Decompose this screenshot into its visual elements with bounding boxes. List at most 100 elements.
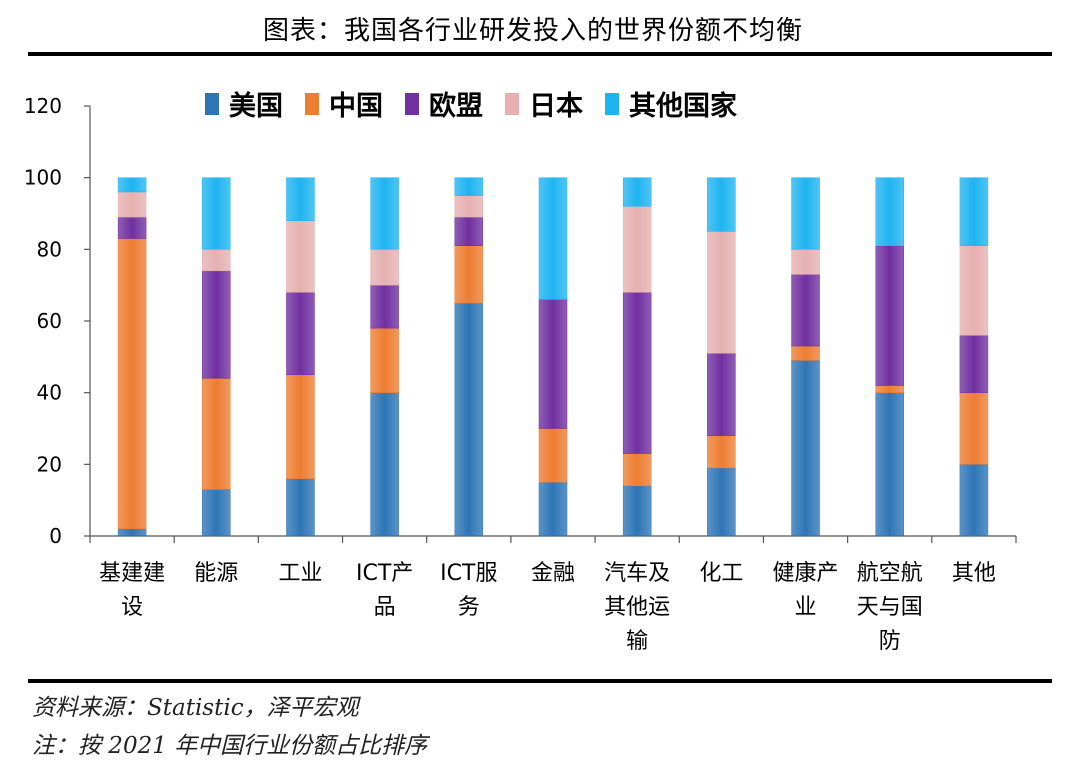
footnote: 注：按 2021 年中国行业份额占比排序	[32, 733, 428, 759]
legend-label-china: 中国	[329, 91, 383, 122]
bar-segment	[202, 249, 231, 272]
bar-segment	[117, 216, 147, 239]
bar-segment	[791, 360, 820, 537]
bar-segment	[538, 299, 568, 429]
legend-swatch-japan	[505, 92, 519, 115]
bar-segment	[454, 177, 484, 196]
x-tick-label: 输	[626, 629, 648, 654]
chart-title: 图表：我国各行业研发投入的世界份额不均衡	[262, 16, 803, 46]
legend: 美国 中国 欧盟 日本 其他国家	[205, 84, 737, 123]
bar-segment	[875, 385, 904, 393]
legend-swatch-others	[605, 92, 619, 115]
legend-swatch-eu	[405, 92, 419, 115]
bar-segment	[202, 270, 231, 379]
y-tick-label: 60	[37, 309, 62, 333]
bar-segment	[370, 249, 399, 286]
bar-segment	[454, 302, 484, 537]
x-tick-label: 业	[795, 595, 817, 620]
x-tick-label: 航空航	[857, 561, 923, 586]
x-tick-label: ICT产	[356, 561, 413, 586]
bar-segment	[875, 392, 904, 537]
x-tick-label: 其他运	[604, 595, 670, 620]
bar-segment	[454, 245, 484, 304]
x-tick-label: 健康产	[773, 561, 839, 586]
bar-segment	[286, 177, 315, 221]
y-tick-label: 40	[37, 381, 62, 405]
bar-segment	[286, 292, 315, 376]
bar-segment	[454, 195, 484, 218]
bar-segment	[286, 374, 315, 479]
y-tick-label: 120	[24, 94, 62, 118]
bar-segment	[791, 249, 820, 275]
bar-segment	[875, 245, 904, 386]
x-tick-label: 设	[121, 595, 143, 620]
legend-item-china: 中国	[305, 84, 383, 123]
bar-segment	[370, 177, 399, 250]
bar-segment	[370, 392, 399, 537]
bar-segment	[370, 284, 399, 329]
bar-segment	[707, 353, 736, 436]
bar-segment	[791, 345, 820, 361]
bar-segment	[959, 464, 989, 537]
x-tick-label: 金融	[531, 561, 575, 586]
x-tick-label: 天与国	[857, 595, 923, 620]
bar-segment	[959, 245, 989, 336]
legend-item-japan: 日本	[505, 84, 583, 123]
legend-label-us: 美国	[229, 91, 283, 122]
source-note: 资料来源：Statistic，泽平宏观	[32, 695, 359, 721]
bar-segment	[707, 467, 736, 537]
x-tick-label: ICT服	[440, 561, 497, 586]
bar-segment	[117, 191, 147, 218]
bar-segment	[791, 177, 820, 250]
bar-segment	[875, 177, 904, 247]
x-tick-label: 品	[374, 595, 396, 620]
bar-segment	[538, 428, 568, 483]
bar-segment	[202, 489, 231, 537]
top-rule	[28, 52, 1052, 56]
legend-swatch-us	[205, 92, 219, 115]
bar-segment	[117, 177, 147, 193]
bar-segment	[959, 392, 989, 465]
bottom-rule	[28, 679, 1052, 683]
legend-item-eu: 欧盟	[405, 84, 483, 123]
x-tick-label: 能源	[194, 561, 238, 586]
y-tick-label: 0	[49, 524, 62, 548]
legend-item-us: 美国	[205, 84, 283, 123]
legend-label-japan: 日本	[529, 91, 583, 122]
bar-segment	[286, 220, 315, 293]
bar-segment	[707, 435, 736, 469]
legend-label-others: 其他国家	[629, 91, 737, 122]
bar-segment	[538, 482, 568, 537]
legend-item-others: 其他国家	[605, 84, 737, 123]
y-tick-label: 20	[37, 452, 62, 476]
bar-segment	[622, 292, 652, 454]
x-tick-label: 化工	[699, 561, 743, 586]
bar-segment	[538, 177, 568, 300]
y-tick-label: 80	[37, 237, 62, 261]
bar-segment	[707, 177, 736, 232]
bar-segment	[117, 528, 147, 537]
bar-segment	[622, 453, 652, 487]
legend-label-eu: 欧盟	[429, 91, 483, 122]
bar-segment	[959, 335, 989, 393]
x-tick-label: 防	[879, 629, 901, 654]
bar-segment	[202, 177, 231, 250]
bar-segment	[791, 274, 820, 347]
bar-segment	[622, 206, 652, 293]
bar-segment	[454, 216, 484, 246]
x-tick-label: 工业	[278, 561, 322, 586]
bar-segment	[117, 238, 147, 530]
x-tick-label: 汽车及	[604, 561, 670, 586]
bar-segment	[622, 177, 652, 207]
bar-segment	[959, 177, 989, 247]
bar-segment	[622, 485, 652, 537]
y-tick-label: 100	[24, 166, 62, 190]
x-tick-label: 务	[458, 595, 480, 620]
legend-swatch-china	[305, 92, 319, 115]
bar-segment	[370, 327, 399, 393]
bar-segment	[286, 478, 315, 537]
bar-segment	[202, 378, 231, 490]
x-tick-label: 其他	[952, 561, 996, 586]
bar-segment	[707, 231, 736, 354]
